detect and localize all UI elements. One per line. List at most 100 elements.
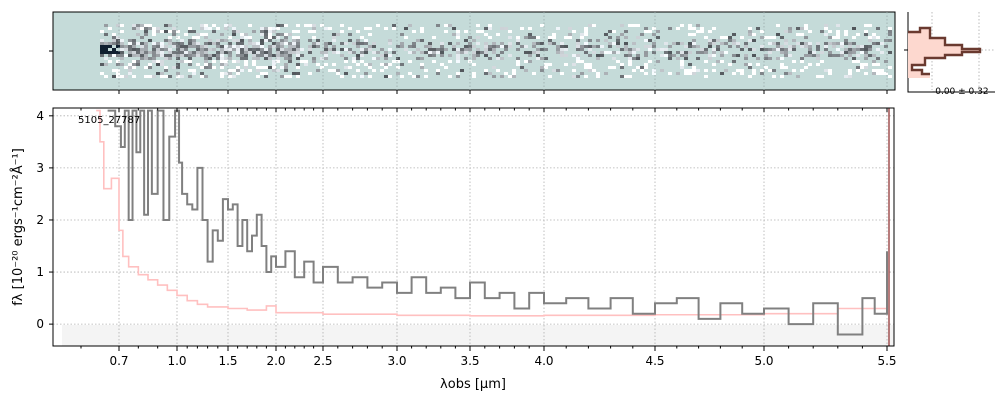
pixel (376, 57, 380, 60)
pixel (200, 45, 204, 48)
pixel (236, 30, 240, 33)
pixel (348, 39, 352, 42)
pixel (200, 33, 204, 36)
pixel (456, 33, 460, 36)
pixel (124, 54, 128, 57)
pixel (132, 39, 136, 42)
pixel (552, 42, 556, 45)
pixel (828, 42, 832, 45)
pixel (608, 42, 612, 45)
pixel (884, 60, 888, 63)
pixel (288, 45, 292, 48)
pixel (516, 60, 520, 63)
pixel (144, 54, 148, 57)
pixel (748, 75, 752, 78)
pixel (848, 45, 852, 48)
pixel (888, 75, 892, 78)
pixel (696, 45, 700, 48)
pixel (576, 57, 580, 60)
series-lines (96, 108, 890, 346)
pixel (224, 60, 228, 63)
pixel (256, 69, 260, 72)
pixel (344, 60, 348, 63)
pixel (304, 63, 308, 66)
pixel (180, 54, 184, 57)
pixel (208, 39, 212, 42)
pixel (876, 27, 880, 30)
pixel (836, 54, 840, 57)
pixel (576, 42, 580, 45)
pixel (716, 48, 720, 51)
pixel (364, 39, 368, 42)
pixel (712, 54, 716, 57)
pixel (356, 63, 360, 66)
pixel (268, 54, 272, 57)
pixel (568, 36, 572, 39)
pixel (708, 30, 712, 33)
pixel (428, 45, 432, 48)
pixel (212, 54, 216, 57)
pixel (116, 24, 120, 27)
pixel (148, 63, 152, 66)
pixel (160, 75, 164, 78)
pixel (412, 30, 416, 33)
pixel (228, 54, 232, 57)
pixel (244, 54, 248, 57)
pixel (276, 51, 280, 54)
pixel (500, 27, 504, 30)
pixel (348, 33, 352, 36)
pixel (476, 42, 480, 45)
pixel (356, 69, 360, 72)
pixel (612, 66, 616, 69)
pixel (264, 33, 268, 36)
pixel (276, 36, 280, 39)
pixel (440, 48, 444, 51)
pixel (324, 54, 328, 57)
pixel (164, 39, 168, 42)
pixel (412, 51, 416, 54)
pixel (844, 51, 848, 54)
pixel (784, 51, 788, 54)
pixel (540, 24, 544, 27)
pixel (296, 36, 300, 39)
pixel (644, 54, 648, 57)
pixel (220, 48, 224, 51)
pixel (724, 69, 728, 72)
pixel (240, 69, 244, 72)
pixel (104, 57, 108, 60)
pixel (428, 54, 432, 57)
pixel (616, 36, 620, 39)
pixel (684, 72, 688, 75)
pixel (232, 45, 236, 48)
pixel (268, 36, 272, 39)
pixel (472, 57, 476, 60)
pixel (248, 42, 252, 45)
pixel (692, 45, 696, 48)
pixel (184, 51, 188, 54)
pixel (604, 39, 608, 42)
pixel (276, 57, 280, 60)
pixel (860, 66, 864, 69)
pixel (180, 45, 184, 48)
pixel (688, 63, 692, 66)
pixel (548, 39, 552, 42)
pixel (216, 51, 220, 54)
pixel (208, 63, 212, 66)
pixel (584, 42, 588, 45)
pixel (284, 54, 288, 57)
pixel (572, 69, 576, 72)
pixel (204, 57, 208, 60)
pixel (172, 27, 176, 30)
pixel (412, 75, 416, 78)
pixel (156, 27, 160, 30)
pixel (400, 63, 404, 66)
pixel (248, 48, 252, 51)
pixel (208, 42, 212, 45)
pixel (804, 45, 808, 48)
pixel (152, 54, 156, 57)
pixel (356, 30, 360, 33)
pixel (520, 27, 524, 30)
pixel (804, 66, 808, 69)
pixel (148, 51, 152, 54)
pixel (356, 57, 360, 60)
